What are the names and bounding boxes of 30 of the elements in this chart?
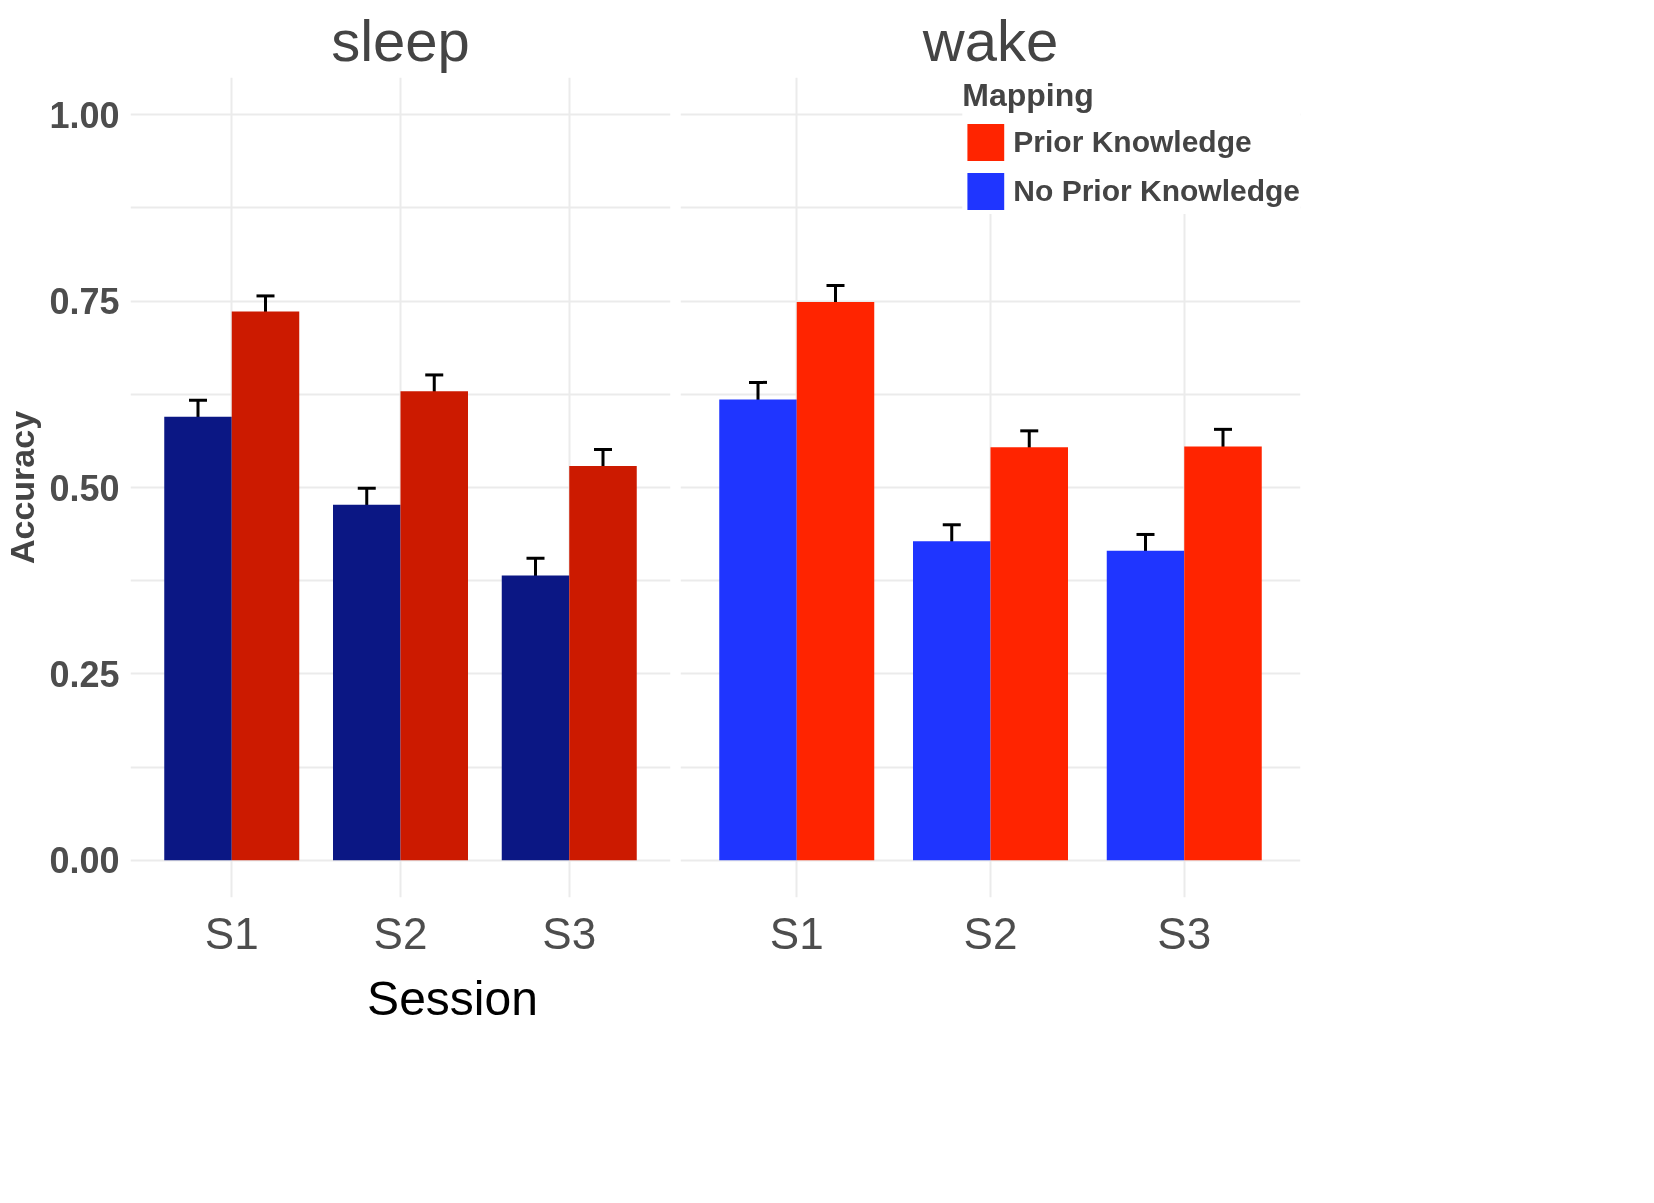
legend-label: Prior Knowledge [1013,124,1252,160]
x-tick-label: S2 [963,908,1018,958]
y-tick-label: 0.00 [49,840,120,882]
bar [1184,446,1262,861]
y-axis-title: Accuracy [3,410,42,565]
x-tick-label: S1 [769,908,824,958]
legend-title: Mapping [962,77,1095,114]
y-tick-label: 0.25 [49,653,120,695]
legend-label: No Prior Knowledge [1013,173,1300,209]
chart-title: wake [921,7,1059,73]
bar [1106,550,1185,861]
bar [990,447,1068,861]
x-tick-label: S1 [204,908,259,958]
x-tick-label: S3 [542,908,597,958]
y-tick-label: 0.75 [49,281,120,323]
bar [569,465,637,861]
y-tick-label: 1.00 [49,94,120,136]
bar [231,311,300,861]
y-tick-label: 0.50 [49,467,120,509]
bar [400,391,468,861]
x-tick-label: S3 [1157,908,1212,958]
bar [164,416,232,861]
bar [913,541,991,861]
bar [501,575,570,861]
x-axis-title: Session [367,971,538,1027]
x-tick-label: S2 [373,908,428,958]
bar [719,399,797,861]
chart-title: sleep [331,7,470,73]
bar [796,301,875,861]
bar [333,504,401,861]
